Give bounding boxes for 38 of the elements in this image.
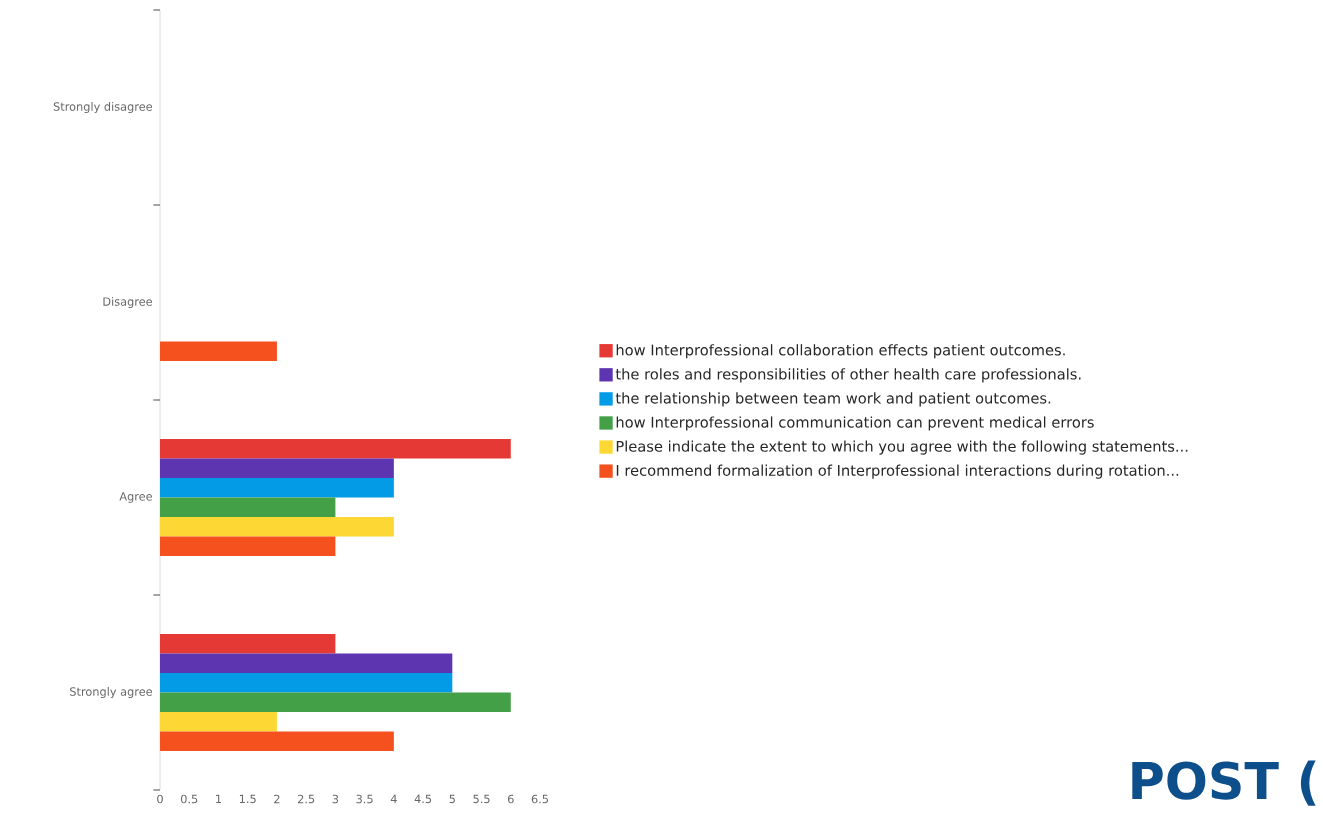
bar xyxy=(160,653,453,673)
legend-label: the roles and responsibilities of other health care professionals. xyxy=(615,368,1081,383)
x-tick-label: 1 xyxy=(216,794,222,803)
x-tick-label: 0 xyxy=(157,794,163,804)
y-tick-label: Strongly agree xyxy=(70,687,153,698)
x-tick-label: 3 xyxy=(332,794,339,804)
x-tick-label: 6 xyxy=(507,794,514,804)
bar xyxy=(160,634,336,654)
x-tick-label: 2.5 xyxy=(297,794,315,804)
bar xyxy=(160,478,394,498)
bar xyxy=(160,458,394,478)
x-tick-label: 5 xyxy=(449,794,455,804)
text: POST ( xyxy=(1132,760,1316,806)
x-tick-label: 6.5 xyxy=(531,794,549,804)
bar xyxy=(160,497,336,517)
bar xyxy=(160,439,511,459)
x-tick-label: 4.5 xyxy=(414,794,432,804)
bar xyxy=(160,341,277,361)
bar xyxy=(160,712,277,732)
x-tick-label: 5.5 xyxy=(473,794,490,804)
x-tick-label: 3.5 xyxy=(356,794,373,804)
x-tick-label: 4 xyxy=(390,794,397,803)
y-tick-label: Agree xyxy=(119,492,153,503)
x-tick-label: 0.5 xyxy=(180,794,198,804)
legend-label: how Interprofessional collaboration effects patient outcomes. xyxy=(616,344,1065,359)
y-tick-label: Strongly disagree xyxy=(53,102,153,113)
legend-label: how Interprofessional communication can prevent medical errors xyxy=(616,416,1094,431)
legend-label: I recommend formalization of Interprofessional interactions during rotation... xyxy=(616,464,1179,479)
bar xyxy=(160,517,394,537)
bar xyxy=(160,536,336,556)
x-tick-label: 1.5 xyxy=(239,794,256,804)
x-tick-label: 2 xyxy=(274,794,280,804)
bar xyxy=(160,673,453,693)
legend-label: Please indicate the extent to which you agree with the following statements... xyxy=(616,440,1188,455)
legend-label: the relationship between team work and patient outcomes. xyxy=(615,392,1051,407)
bar xyxy=(160,731,394,751)
bar xyxy=(160,692,511,712)
y-tick-label: Disagree xyxy=(103,297,153,308)
